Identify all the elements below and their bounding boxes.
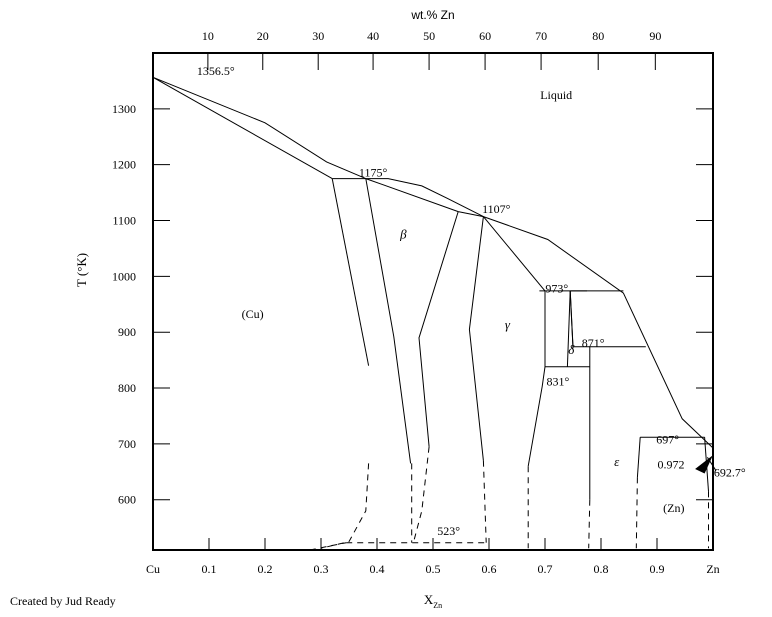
- y-tick-label: 1100: [112, 214, 136, 228]
- point-label: 523°: [437, 524, 460, 538]
- y-tick-label: 600: [118, 493, 136, 507]
- bottom-tick-label: 0.8: [594, 562, 609, 576]
- dashed-boundary-8: [635, 477, 638, 549]
- top-tick-label: 80: [592, 29, 604, 43]
- point-label: 0.972: [658, 458, 685, 472]
- x-axis-label-subscript: Zn: [433, 601, 442, 610]
- top-tick-label: 70: [535, 29, 547, 43]
- region-label: ε: [614, 454, 620, 469]
- top-tick-label: 20: [257, 29, 269, 43]
- bottom-tick-label: Zn: [706, 562, 719, 576]
- point-label: 697°: [656, 432, 679, 446]
- y-tick-label: 1200: [112, 158, 136, 172]
- phase-boundary-8: [418, 211, 459, 447]
- point-label: 692.7°: [714, 465, 746, 479]
- region-label: δ: [568, 342, 575, 357]
- point-label: 973°: [545, 282, 568, 296]
- top-tick-label: 40: [367, 29, 379, 43]
- top-tick-label: 30: [312, 29, 324, 43]
- bottom-tick-label: 0.7: [538, 562, 553, 576]
- bottom-tick-label: 0.2: [258, 562, 273, 576]
- y-axis-label: T (°K): [74, 253, 89, 287]
- phase-boundary-4: [365, 178, 412, 464]
- phase-boundary-0: [152, 76, 366, 180]
- y-tick-label: 700: [118, 437, 136, 451]
- x-axis-label: XZn: [424, 592, 442, 610]
- phase-boundary-18: [569, 290, 646, 348]
- plot-frame: [152, 52, 714, 551]
- phase-boundary-22: [636, 437, 641, 478]
- bottom-tick-label: 0.1: [202, 562, 217, 576]
- region-label: γ: [505, 317, 511, 332]
- tick-marks: Cu 0.1 0.2 0.3 0.4 0.5 0.6 0.7 0.8 0.9 Zn 10 20 30 40 5…: [112, 29, 720, 576]
- point-label: 1356.5°: [197, 64, 235, 78]
- phase-boundary-5: [365, 178, 459, 213]
- region-label: (Zn): [663, 501, 684, 515]
- point-label: 1175°: [359, 166, 388, 180]
- phase-boundary-3: [331, 178, 370, 366]
- y-tick-label: 900: [118, 325, 136, 339]
- y-tick-label: 1300: [112, 102, 136, 116]
- bottom-tick-label: 0.3: [314, 562, 329, 576]
- phase-boundary-9: [468, 216, 484, 461]
- bottom-tick-label: 0.5: [426, 562, 441, 576]
- phase-boundary-10: [483, 216, 546, 292]
- phase-boundary-11: [483, 216, 714, 449]
- phase-boundary-7: [458, 211, 484, 218]
- dashed-boundary-4: [412, 446, 430, 543]
- top-axis-label: wt.% Zn: [410, 8, 454, 22]
- y-tick-label: 800: [118, 381, 136, 395]
- top-tick-label: 50: [423, 29, 435, 43]
- top-tick-label: 10: [202, 29, 214, 43]
- region-label: Liquid: [540, 88, 572, 102]
- y-tick-label: 1000: [112, 269, 136, 283]
- point-label: 1107°: [482, 202, 511, 216]
- bottom-tick-label: 0.4: [370, 562, 385, 576]
- phase-boundary-13: [527, 290, 546, 467]
- point-label: 871°: [582, 336, 605, 350]
- top-tick-label: 60: [479, 29, 491, 43]
- region-label: β: [399, 226, 407, 241]
- phase-boundaries: [152, 76, 717, 551]
- dashed-boundary-5: [482, 460, 487, 543]
- arrow-head: [695, 455, 713, 474]
- dashed-boundary-2: [320, 463, 370, 549]
- bottom-tick-label: 0.6: [482, 562, 497, 576]
- phase-boundary-14: [566, 290, 571, 367]
- credit-text: Created by Jud Ready: [10, 594, 116, 608]
- bottom-tick-label: Cu: [146, 562, 160, 576]
- top-tick-label: 90: [649, 29, 661, 43]
- bottom-tick-label: 0.9: [650, 562, 665, 576]
- point-label: 831°: [546, 374, 569, 388]
- dashed-boundary-7: [588, 499, 591, 549]
- x-axis-label-main: X: [424, 592, 434, 607]
- phase-boundary-1: [152, 76, 333, 180]
- phase-boundary-6: [365, 178, 484, 218]
- region-label: (Cu): [242, 307, 264, 321]
- diagram-labels: Liquid (Cu) β γ δ ε (Zn) 1356.5° 1175° 1107° 973° 8…: [197, 64, 746, 538]
